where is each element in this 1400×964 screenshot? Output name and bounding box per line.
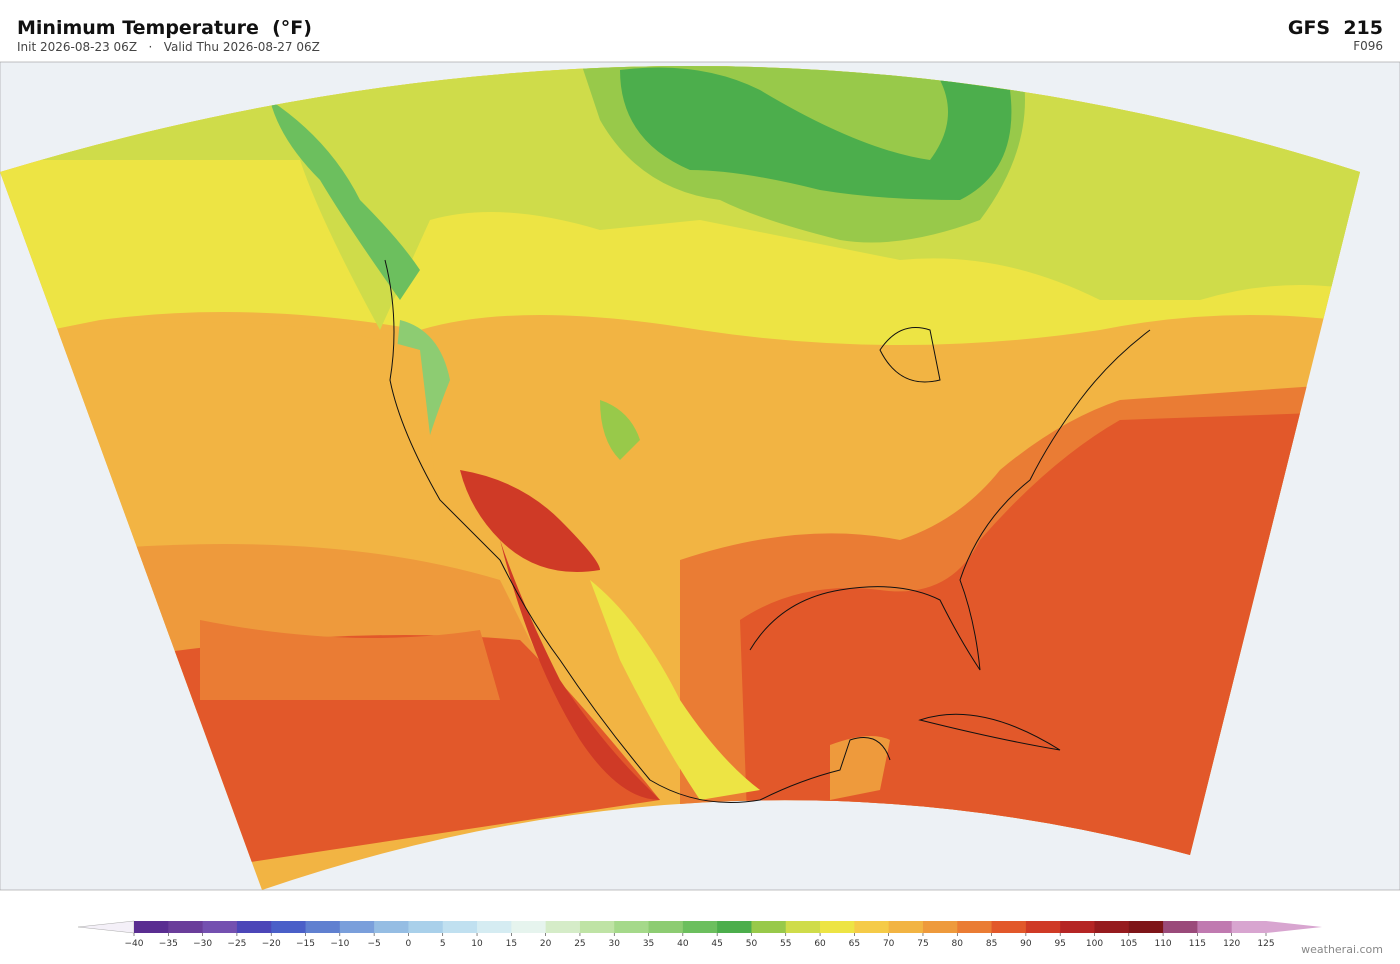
colorbar-tick-label: −15 xyxy=(296,939,315,949)
field-yucatan xyxy=(830,736,890,800)
colorbar-tick-label: 95 xyxy=(1054,939,1065,949)
colorbar-bin xyxy=(922,921,958,933)
colorbar-bin xyxy=(477,921,512,933)
colorbar-bin xyxy=(168,921,204,933)
colorbar-tick-label: 55 xyxy=(780,939,791,949)
colorbar-bin xyxy=(717,921,752,933)
colorbar-bin xyxy=(134,921,169,933)
colorbar-bin xyxy=(1060,921,1095,933)
colorbar-tick-label: 115 xyxy=(1189,939,1206,949)
colorbar-tick-label: 40 xyxy=(677,939,689,949)
colorbar-tick-label: −30 xyxy=(193,939,212,949)
colorbar-over xyxy=(1266,921,1322,933)
colorbar-bin xyxy=(648,921,684,933)
colorbar-bin xyxy=(1163,921,1198,933)
model-label: GFS 215 xyxy=(1288,17,1383,39)
field-mexico-plateau xyxy=(590,580,760,800)
colorbar-tick-label: 15 xyxy=(506,939,517,949)
colorbar-tick-label: 30 xyxy=(609,939,621,949)
colorbar-tick-label: 125 xyxy=(1257,939,1274,949)
map xyxy=(0,61,1400,891)
coast-cuba xyxy=(918,713,1061,751)
colorbar-tick-label: −10 xyxy=(330,939,349,949)
colorbar-tick-label: 0 xyxy=(406,939,412,949)
colorbar: −40 −35 −30 −25 −20 −15 −10 −5 0 5 10 15 20 25 30 35 40 4… xyxy=(77,920,1322,949)
colorbar-tick-label: −40 xyxy=(125,939,144,949)
colorbar-tick-label: 65 xyxy=(849,939,860,949)
colorbar-tick-label: −35 xyxy=(159,939,178,949)
colorbar-bin xyxy=(271,921,307,933)
colorbar-bin xyxy=(682,921,718,933)
credit: weatherai.com xyxy=(1301,943,1383,956)
forecast-hour: F096 xyxy=(1353,39,1383,53)
colorbar-bin xyxy=(305,921,341,933)
colorbar-tick-label: 85 xyxy=(986,939,997,949)
colorbar-bin xyxy=(374,921,409,933)
colorbar-bin xyxy=(991,921,1027,933)
colorbar-tick-label: 100 xyxy=(1086,939,1103,949)
colorbar-bin xyxy=(202,921,238,933)
colorbar-bin xyxy=(236,921,272,933)
colorbar-bin xyxy=(888,921,924,933)
colorbar-tick-label: 110 xyxy=(1154,939,1171,949)
field-green xyxy=(620,67,1012,200)
colorbar-bin xyxy=(511,921,547,933)
colorbar-tick-label: 50 xyxy=(746,939,758,949)
colorbar-bin xyxy=(442,921,478,933)
field-green-nw xyxy=(270,100,420,300)
colorbar-tick-label: 90 xyxy=(1020,939,1032,949)
colorbar-tick-label: 105 xyxy=(1120,939,1137,949)
colorbar-bin xyxy=(854,921,890,933)
field-hot-sw xyxy=(460,470,600,572)
subtitle: Init 2026-08-23 06Z · Valid Thu 2026-08-… xyxy=(17,40,320,54)
colorbar-tick-label: 75 xyxy=(917,939,928,949)
colorbar-bin xyxy=(1231,921,1267,933)
colorbar-bin xyxy=(751,921,787,933)
colorbar-bin xyxy=(1025,921,1061,933)
colorbar-bin xyxy=(1128,921,1164,933)
colorbar-bin xyxy=(1094,921,1130,933)
colorbar-bin xyxy=(1197,921,1233,933)
title: Minimum Temperature (°F) xyxy=(17,17,312,39)
colorbar-tick-label: 120 xyxy=(1223,939,1240,949)
colorbar-tick-label: 60 xyxy=(814,939,826,949)
colorbar-tick-label: 5 xyxy=(440,939,446,949)
colorbar-bin xyxy=(408,921,444,933)
colorbar-bin xyxy=(957,921,993,933)
coast-lakes xyxy=(879,327,941,383)
colorbar-tick-label: −25 xyxy=(227,939,246,949)
colorbar-bin xyxy=(545,921,581,933)
coastlines xyxy=(384,259,1151,803)
colorbar-tick-label: 80 xyxy=(952,939,964,949)
colorbar-bin xyxy=(614,921,650,933)
colorbar-bin xyxy=(579,921,615,933)
colorbar-tick-label: 45 xyxy=(711,939,722,949)
colorbar-tick-label: −5 xyxy=(367,939,380,949)
colorbar-bin xyxy=(820,921,855,933)
temperature-field xyxy=(0,66,1360,890)
colorbar-tick-label: 10 xyxy=(471,939,483,949)
colorbar-tick-label: 70 xyxy=(883,939,895,949)
colorbar-bin xyxy=(339,921,375,933)
colorbar-tick-label: 35 xyxy=(643,939,654,949)
colorbar-tick-label: 25 xyxy=(574,939,585,949)
coast-east xyxy=(749,329,1151,671)
field-rockies xyxy=(600,400,640,460)
colorbar-tick-label: −20 xyxy=(262,939,281,949)
field-orange-band xyxy=(200,620,500,700)
colorbar-bin xyxy=(785,921,821,933)
coast-west xyxy=(384,259,891,803)
colorbar-tick-label: 20 xyxy=(540,939,552,949)
